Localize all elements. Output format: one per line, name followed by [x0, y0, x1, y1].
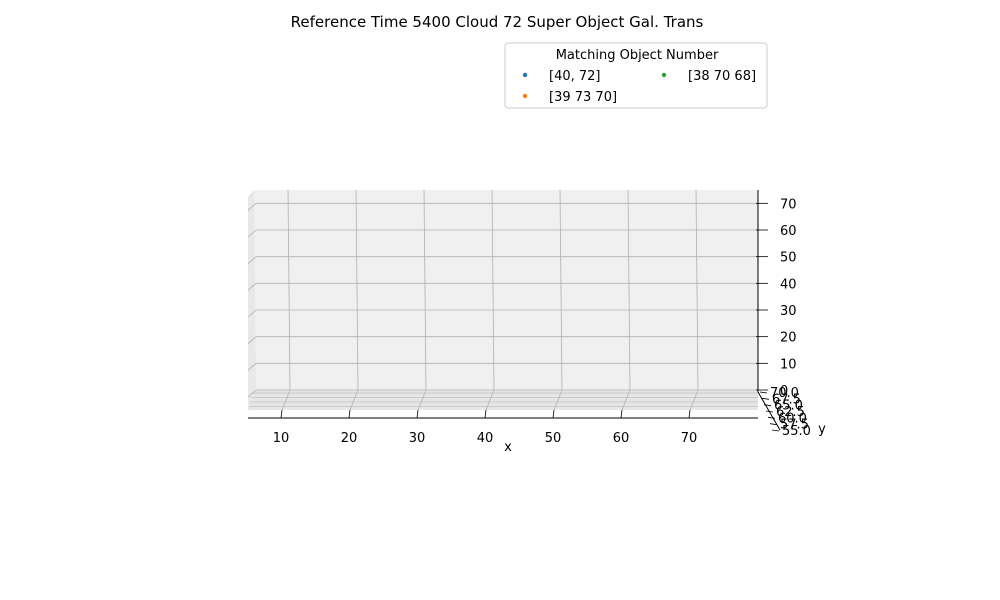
- floor-pane: [248, 390, 758, 410]
- x-gridline: [423, 189, 427, 391]
- x-tick-mark: [552, 409, 555, 419]
- x-tick-label: 10: [273, 431, 290, 446]
- legend-marker: [522, 72, 528, 78]
- legend-marker: [522, 93, 528, 99]
- y-tick-label: 67.5: [772, 392, 801, 407]
- z-tick-label: 10: [780, 357, 797, 372]
- z-side-gridline: [247, 283, 257, 291]
- z-side-gridline: [247, 363, 257, 371]
- x-gridline: [355, 189, 359, 391]
- x-tick-label: 50: [545, 431, 562, 446]
- x-axis-label: x: [504, 440, 512, 455]
- y-tick-mark: [761, 397, 770, 400]
- x-tick-mark: [280, 409, 283, 419]
- legend-label: [38 70 68]: [688, 69, 756, 84]
- z-side-gridline: [247, 309, 257, 318]
- x-tick-label: 70: [681, 431, 698, 446]
- x-tick-mark: [620, 409, 623, 419]
- legend-label: [39 73 70]: [549, 90, 617, 105]
- y-axis-line: [757, 391, 781, 431]
- y-tick-mark: [765, 410, 774, 413]
- legend-label: [40, 72]: [549, 69, 601, 84]
- legend-box: [504, 42, 768, 109]
- z-side-gridline: [247, 336, 257, 344]
- z-tick-label: 40: [780, 277, 797, 292]
- x-gridline: [491, 189, 495, 391]
- x-gridline: [287, 189, 291, 391]
- y-tick-mark: [769, 423, 778, 426]
- z-tick-label: 60: [780, 224, 797, 239]
- legend: Matching Object Number [40, 72] [39 73 7…: [504, 42, 768, 109]
- grid-lines: [247, 189, 758, 411]
- side-pane: [248, 190, 256, 410]
- z-tick-label: 30: [780, 304, 797, 319]
- z-tick-label: 20: [780, 331, 797, 346]
- y-tick-label: 57.5: [780, 418, 809, 433]
- y-tick-mark: [767, 416, 776, 419]
- legend-entry: [40, 72]: [522, 69, 601, 84]
- x-gridline: [559, 189, 563, 391]
- x-tick-label: 20: [341, 431, 358, 446]
- y-axis-label: y: [818, 422, 826, 437]
- y-tick-mark: [763, 404, 772, 407]
- z-side-gridline: [247, 256, 257, 264]
- z-side-gridline: [247, 203, 257, 211]
- legend-title: Matching Object Number: [556, 48, 719, 63]
- z-side-gridline: [247, 229, 257, 238]
- y-tick-label: 60.0: [778, 411, 807, 426]
- y-tick-label: 55.0: [782, 424, 811, 439]
- z-side-gridline: [247, 389, 257, 398]
- y-tick-label: 70.0: [770, 386, 799, 401]
- z-tick-label: 70: [780, 197, 797, 212]
- y-tick-mark: [771, 429, 780, 432]
- y-tick-mark: [759, 391, 768, 394]
- chart-title: Reference Time 5400 Cloud 72 Super Objec…: [291, 13, 704, 31]
- x-gridline: [695, 189, 699, 391]
- y-tick-label: 62.5: [776, 405, 805, 420]
- x-tick-label: 40: [477, 431, 494, 446]
- x-tick-label: 60: [613, 431, 630, 446]
- x-tick-mark: [348, 409, 351, 419]
- tick-marks: 10 20 30 40 50 60 70 0 10 20 30 40 50 60 70 70.067.565.…: [273, 197, 811, 446]
- legend-marker: [661, 72, 667, 78]
- legend-entry: [39 73 70]: [522, 90, 617, 105]
- axes-3d: 10 20 30 40 50 60 70 0 10 20 30 40 50 60 70 70.067.565.…: [247, 189, 811, 446]
- y-tick-label: 65.0: [774, 399, 803, 414]
- z-tick-label: 50: [780, 251, 797, 266]
- x-gridline: [627, 189, 631, 391]
- x-tick-mark: [484, 409, 487, 419]
- legend-entry: [38 70 68]: [661, 69, 756, 84]
- x-tick-mark: [688, 409, 691, 419]
- z-tick-label: 0: [780, 384, 788, 399]
- x-tick-mark: [416, 409, 419, 419]
- back-pane: [248, 190, 758, 390]
- x-tick-label: 30: [409, 431, 426, 446]
